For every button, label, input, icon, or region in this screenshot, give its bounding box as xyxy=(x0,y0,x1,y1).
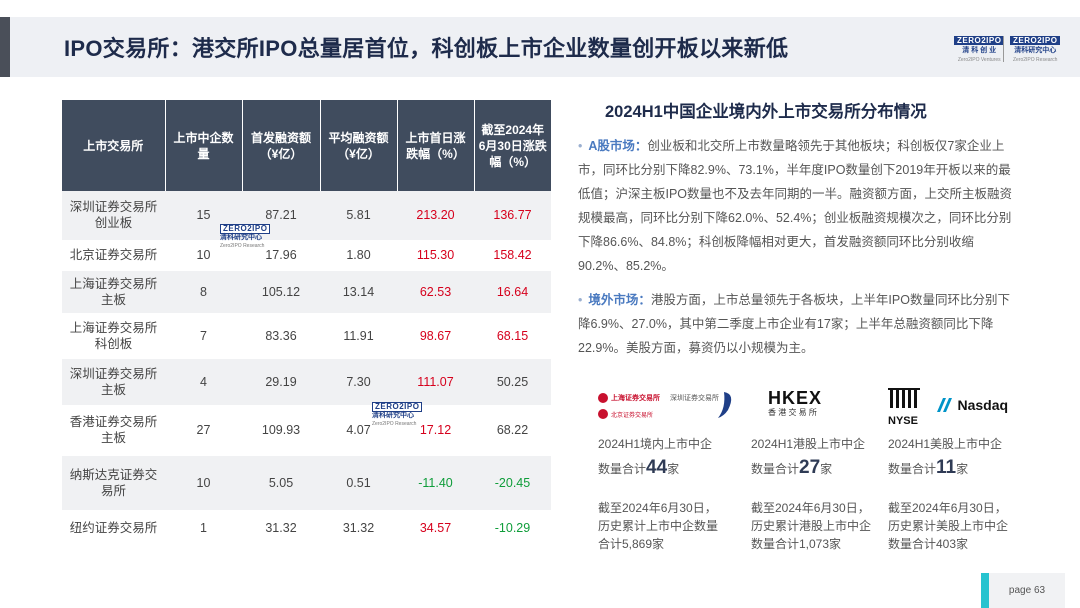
exchange-name: 上海证券交易所科创板 xyxy=(62,313,165,359)
exchange-name: 深圳证券交易所主板 xyxy=(62,358,165,406)
to-date-change: 136.77 xyxy=(474,191,551,241)
to-date-change: -20.45 xyxy=(474,455,551,511)
exchange-table: 上市交易所 上市中企数量 首发融资额（¥亿） 平均融资额（¥亿） 上市首日涨跌幅… xyxy=(62,100,551,546)
logo-divider xyxy=(1003,36,1004,62)
average-raised: 7.30 xyxy=(320,358,397,406)
a-share-paragraph: • A股市场：创业板和北交所上市数量略领先于其他板块；科创板仅7家企业上市，同环比… xyxy=(578,134,1018,278)
listing-count: 7 xyxy=(165,313,242,359)
ipo-raised: 87.21 xyxy=(242,191,320,241)
column-header-average: 平均融资额（¥亿） xyxy=(320,100,398,191)
column-header-to-date-change: 截至2024年6月30日涨跌幅（%） xyxy=(474,100,551,191)
table-row: 纽约证券交易所 1 31.32 31.32 34.57 -10.29 xyxy=(62,510,551,546)
watermark-logo: ZERO2IPO 清科研究中心 Zero2IPO Research xyxy=(220,224,271,250)
nasdaq-logo: Nasdaq xyxy=(935,396,1008,414)
first-day-change: 62.53 xyxy=(397,270,474,314)
table-row: 深圳证券交易所主板 4 29.19 7.30 111.07 50.25 xyxy=(62,358,551,406)
table-row: 深圳证券交易所创业板 15 87.21 5.81 213.20 136.77 xyxy=(62,191,551,241)
nyse-logo: NYSE xyxy=(888,388,924,427)
first-day-change: 115.30 xyxy=(397,240,474,271)
a-share-text: 创业板和北交所上市数量略领先于其他板块；科创板仅7家企业上市，同环比分别下降82… xyxy=(578,139,1013,273)
first-day-change: 98.67 xyxy=(397,313,474,359)
average-raised: 13.14 xyxy=(320,270,397,314)
table-row: 北京证券交易所 10 17.96 1.80 115.30 158.42 xyxy=(62,240,551,271)
to-date-change: 158.42 xyxy=(474,240,551,271)
ipo-raised: 109.93 xyxy=(242,405,320,456)
exchange-name: 纳斯达克证券交易所 xyxy=(62,455,165,511)
ipo-raised: 105.12 xyxy=(242,270,320,314)
hkex-logo: HKEX 香 港 交 易 所 xyxy=(768,388,823,417)
title-band xyxy=(0,17,1080,77)
ipo-raised: 83.36 xyxy=(242,313,320,359)
exchange-name: 上海证券交易所主板 xyxy=(62,270,165,314)
section-title: 2024H1中国企业境内外上市交易所分布情况 xyxy=(605,103,927,121)
overseas-key: 境外市场： xyxy=(588,293,651,307)
first-day-change: 34.57 xyxy=(397,510,474,546)
exchange-name: 香港证券交易所主板 xyxy=(62,405,165,456)
nasdaq-icon xyxy=(935,396,953,414)
nyse-building-icon xyxy=(888,388,920,408)
average-raised: 1.80 xyxy=(320,240,397,271)
column-header-first-day-change: 上市首日涨跌幅（%） xyxy=(397,100,475,191)
listing-count: 1 xyxy=(165,510,242,546)
overseas-paragraph: • 境外市场：港股方面，上市总量领先于各板块，上半年IPO数量同环比分别下降6.9… xyxy=(578,288,1018,360)
to-date-change: 68.22 xyxy=(474,405,551,456)
average-raised: 31.32 xyxy=(320,510,397,546)
zero2ipo-ventures-logo: ZERO2IPO 清 科 创 业 Zero2IPO Ventures xyxy=(954,36,1005,65)
column-header-count: 上市中企数量 xyxy=(165,100,243,191)
first-day-change: -11.40 xyxy=(397,455,474,511)
column-header-exchange: 上市交易所 xyxy=(62,100,166,191)
average-raised: 0.51 xyxy=(320,455,397,511)
first-day-change: 213.20 xyxy=(397,191,474,241)
stat-us: 2024H1美股上市中企 数量合计11家 xyxy=(888,437,1003,478)
first-day-change: 17.12 xyxy=(397,405,474,456)
average-raised: 5.81 xyxy=(320,191,397,241)
page-number: page 63 xyxy=(989,573,1065,608)
mainland-exchanges-icon xyxy=(598,392,732,419)
table-row: 上海证券交易所主板 8 105.12 13.14 62.53 16.64 xyxy=(62,270,551,314)
note-hk: 截至2024年6月30日，历史累计港股上市中企数量合计1,073家 xyxy=(751,501,872,551)
listing-count: 8 xyxy=(165,270,242,314)
title-accent-bar xyxy=(0,17,10,77)
page-accent-bar xyxy=(981,573,989,608)
to-date-change: 50.25 xyxy=(474,358,551,406)
stat-mainland: 2024H1境内上市中企 数量合计44家 xyxy=(598,437,713,478)
overseas-text: 港股方面，上市总量领先于各板块，上半年IPO数量同环比分别下降6.9%、27.0… xyxy=(578,293,1010,355)
bullet-icon: • xyxy=(578,293,583,307)
note-mainland: 截至2024年6月30日，历史累计上市中企数量合计5,869家 xyxy=(598,501,719,551)
to-date-change: 68.15 xyxy=(474,313,551,359)
stat-hk: 2024H1港股上市中企 数量合计27家 xyxy=(751,437,866,478)
ipo-raised: 31.32 xyxy=(242,510,320,546)
a-share-key: A股市场： xyxy=(588,139,648,153)
bullet-icon: • xyxy=(578,139,583,153)
zero2ipo-research-logo: ZERO2IPO 清科研究中心 Zero2IPO Research xyxy=(1010,36,1061,65)
first-day-change: 111.07 xyxy=(397,358,474,406)
listing-count: 10 xyxy=(165,455,242,511)
listing-count: 10 xyxy=(165,240,242,271)
column-header-raised: 首发融资额（¥亿） xyxy=(242,100,321,191)
mainland-exchanges-logo: 上海证券交易所 北京证券交易所 深圳证券交易所 xyxy=(596,388,741,431)
average-raised: 4.07 xyxy=(320,405,397,456)
to-date-change: -10.29 xyxy=(474,510,551,546)
listing-count: 27 xyxy=(165,405,242,456)
table-row: 香港证券交易所主板 27 109.93 4.07 17.12 68.22 xyxy=(62,405,551,456)
watermark-logo: ZERO2IPO 清科研究中心 Zero2IPO Research xyxy=(372,402,423,428)
table-row: 纳斯达克证券交易所 10 5.05 0.51 -11.40 -20.45 xyxy=(62,455,551,511)
table-row: 上海证券交易所科创板 7 83.36 11.91 98.67 68.15 xyxy=(62,313,551,359)
ipo-raised: 5.05 xyxy=(242,455,320,511)
page-title: IPO交易所：港交所IPO总量居首位，科创板上市企业数量创开板以来新低 xyxy=(64,36,789,61)
exchange-name: 北京证券交易所 xyxy=(62,240,165,271)
listing-count: 4 xyxy=(165,358,242,406)
ipo-raised: 17.96 xyxy=(242,240,320,271)
note-us: 截至2024年6月30日，历史累计美股上市中企数量合计403家 xyxy=(888,501,1009,551)
exchange-name: 深圳证券交易所创业板 xyxy=(62,191,165,241)
to-date-change: 16.64 xyxy=(474,270,551,314)
exchange-name: 纽约证券交易所 xyxy=(62,510,165,546)
listing-count: 15 xyxy=(165,191,242,241)
average-raised: 11.91 xyxy=(320,313,397,359)
table-header-row: 上市交易所 上市中企数量 首发融资额（¥亿） 平均融资额（¥亿） 上市首日涨跌幅… xyxy=(62,100,551,191)
ipo-raised: 29.19 xyxy=(242,358,320,406)
